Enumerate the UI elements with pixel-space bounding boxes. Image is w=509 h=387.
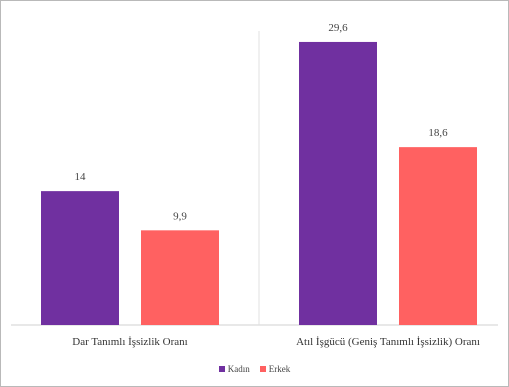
category-labels-layer: Dar Tanımlı İşsizlik Oranı Atıl İşgücü (G… xyxy=(72,336,480,348)
legend: Kadın Erkek xyxy=(1,364,508,374)
legend-item-kadin: Kadın xyxy=(218,364,250,374)
bar-kadin-1 xyxy=(299,41,377,325)
bar-erkek-1 xyxy=(399,147,477,325)
data-label-kadin-1: 29,6 xyxy=(328,22,348,34)
category-label-0: Dar Tanımlı İşsizlik Oranı xyxy=(72,336,187,348)
legend-label-erkek: Erkek xyxy=(268,364,291,374)
legend-item-erkek: Erkek xyxy=(259,364,291,374)
legend-swatch-kadin xyxy=(218,366,225,372)
data-label-kadin-0: 14 xyxy=(75,171,87,183)
category-label-1: Atıl İşgücü (Geniş Tanımlı İşsizlik) Ora… xyxy=(296,336,480,348)
labels-layer: 14 9,9 29,6 18,6 xyxy=(75,22,449,222)
bar-kadin-0 xyxy=(41,191,119,325)
bar-erkek-0 xyxy=(141,230,219,325)
legend-swatch-erkek xyxy=(259,366,266,372)
legend-label-kadin: Kadın xyxy=(227,364,250,374)
data-label-erkek-1: 18,6 xyxy=(428,127,448,139)
bars-layer xyxy=(41,41,477,325)
data-label-erkek-0: 9,9 xyxy=(173,210,187,222)
